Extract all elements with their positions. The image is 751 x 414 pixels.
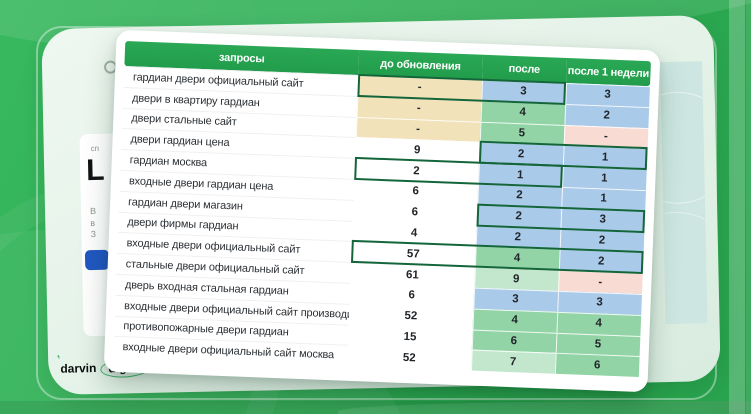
value-cell: 52 xyxy=(347,345,471,371)
background-stripe-right-edge xyxy=(746,0,751,414)
background-bottom-band xyxy=(0,401,751,414)
page-text-fragment: в xyxy=(90,217,96,229)
background-stripe-right xyxy=(729,0,745,414)
page-text-fragment: В xyxy=(89,205,97,217)
header-after-1-week: после 1 недели xyxy=(565,57,651,87)
page-image-placeholder xyxy=(660,61,708,325)
value-cell: 6 xyxy=(554,353,640,378)
page-heading-fragment: L xyxy=(85,153,105,188)
page-text-fragment: З xyxy=(90,228,97,240)
background-bottom-light-sweep xyxy=(337,401,751,414)
image-ring-decor xyxy=(660,210,708,325)
results-table: запросы до обновления после после 1 неде… xyxy=(113,41,651,378)
image-ring-decor xyxy=(660,90,708,205)
rankings-table-card: запросы до обновления после после 1 неде… xyxy=(103,29,661,393)
header-after: после xyxy=(481,54,567,83)
logo-spark-icon: ’ xyxy=(56,353,64,366)
cta-button-fragment xyxy=(84,249,110,271)
logo-text-darvin: darvin xyxy=(60,360,97,376)
page-text-fragment: сп xyxy=(90,143,100,154)
value-cell: 7 xyxy=(470,349,556,374)
